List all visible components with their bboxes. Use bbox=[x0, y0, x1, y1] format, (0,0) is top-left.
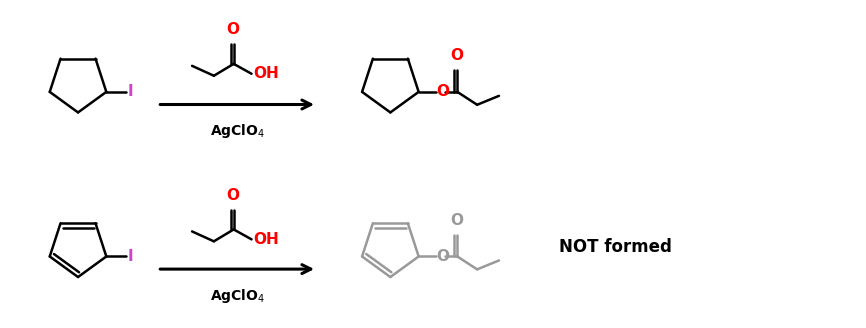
Text: AgClO$_4$: AgClO$_4$ bbox=[210, 287, 265, 305]
Text: O: O bbox=[226, 188, 239, 203]
Text: O: O bbox=[226, 22, 239, 37]
Text: I: I bbox=[127, 84, 132, 99]
Text: NOT formed: NOT formed bbox=[559, 238, 672, 256]
Text: O: O bbox=[436, 84, 449, 99]
Text: AgClO$_4$: AgClO$_4$ bbox=[210, 122, 265, 140]
Text: I: I bbox=[127, 249, 132, 264]
Text: O: O bbox=[449, 48, 462, 63]
Text: OH: OH bbox=[254, 66, 279, 81]
Text: O: O bbox=[449, 213, 462, 228]
Text: OH: OH bbox=[254, 232, 279, 247]
Text: O: O bbox=[436, 249, 449, 264]
